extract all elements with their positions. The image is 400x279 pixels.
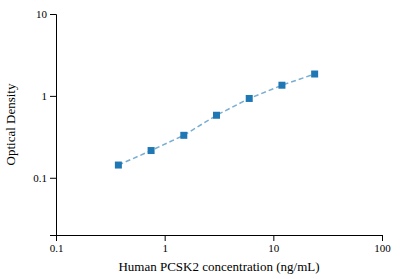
y-tick: 1 [42, 90, 57, 102]
point [115, 162, 122, 169]
y-tick-label: 1 [42, 90, 48, 102]
point [213, 112, 220, 119]
x-tick: 100 [374, 235, 391, 254]
x-tick-mark [165, 235, 166, 241]
point [246, 95, 253, 102]
x-tick-label: 100 [374, 242, 391, 254]
point [311, 71, 318, 78]
x-tick-label: 1 [162, 242, 168, 254]
x-tick-label: 10 [268, 242, 280, 254]
x-tick: 0.1 [50, 235, 64, 254]
y-tick: 0.1 [33, 172, 56, 184]
y-tick-mark [50, 96, 56, 97]
x-axis-line [57, 236, 383, 242]
y-tick-mark [50, 14, 56, 15]
point [148, 147, 155, 154]
x-tick-mark [273, 235, 274, 241]
point [180, 132, 187, 139]
y-axis-line [50, 15, 57, 236]
y-axis-title: Optical Density [3, 83, 18, 165]
x-tick-mark [382, 235, 383, 241]
y-tick-label: 10 [36, 8, 48, 20]
chart: 0.1 1 10 100 0.1 1 10 Human PCSK2 concentration… [0, 0, 400, 279]
x-axis: 0.1 1 10 100 [50, 235, 392, 254]
x-tick-label: 0.1 [50, 242, 64, 254]
line [118, 74, 314, 165]
plot: 0.1 1 10 100 0.1 1 10 [33, 8, 391, 254]
y-tick-mark [50, 178, 56, 179]
y-tick: 10 [36, 8, 56, 20]
x-axis-title: Human PCSK2 concentration (ng/mL) [118, 259, 319, 274]
y-tick-label: 0.1 [33, 172, 47, 184]
marks [115, 71, 318, 169]
x-tick: 10 [268, 235, 280, 254]
y-axis: 0.1 1 10 [33, 8, 56, 235]
point [278, 82, 285, 89]
x-tick: 1 [162, 235, 168, 254]
